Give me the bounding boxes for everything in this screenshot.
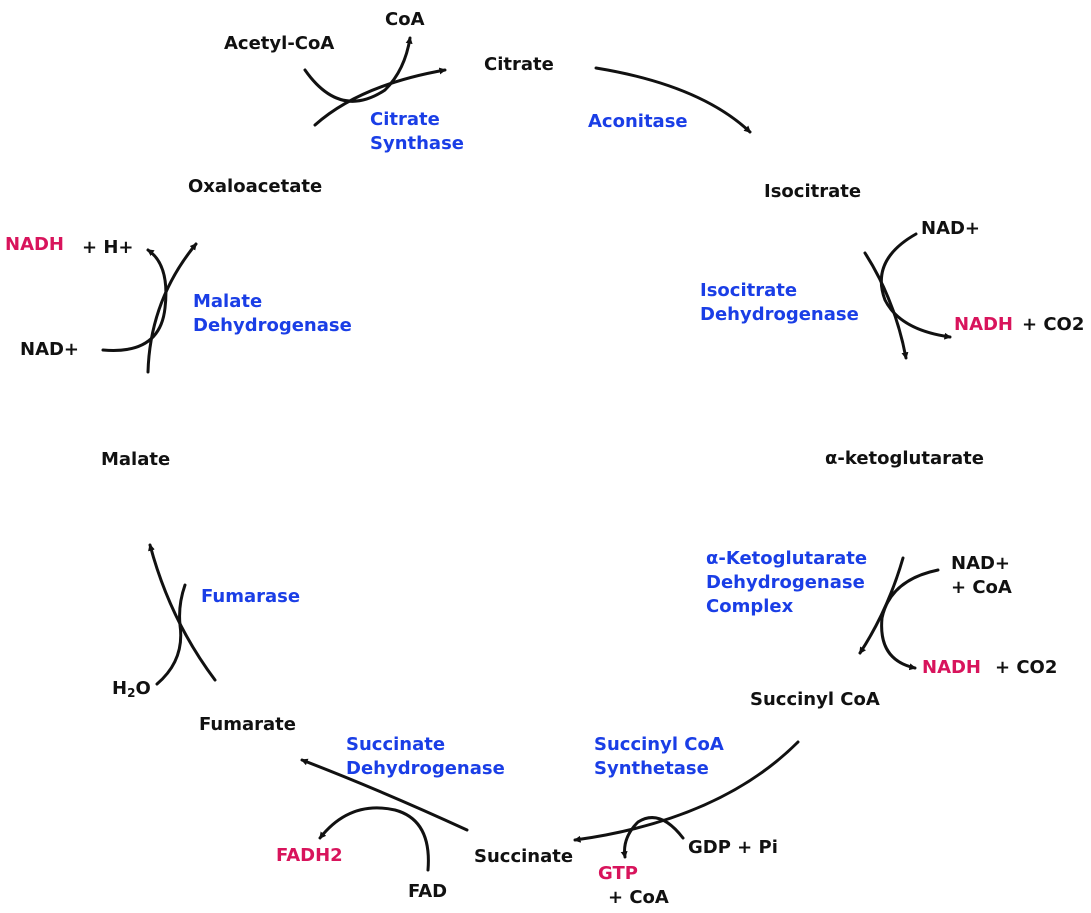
malate-dh-enzyme: Malate Dehydrogenase bbox=[193, 290, 352, 338]
scs-gtp-output: GTP bbox=[598, 863, 638, 884]
citrate-synthase-side-arrow bbox=[303, 36, 413, 103]
mdh-nad-input: NAD+ bbox=[20, 339, 80, 360]
succinyl-coa-synthetase-side-arrow bbox=[620, 816, 685, 859]
malate-dh-side-arrow bbox=[101, 248, 168, 352]
fumarase-line-1: Fumarase bbox=[201, 586, 301, 607]
mdh-h-output: + H+ bbox=[82, 237, 134, 258]
scs-gdp-input: GDP + Pi bbox=[688, 837, 778, 858]
isocitrate-dh-main-arrow bbox=[863, 251, 909, 360]
alpha-ketoglutarate-label: α-ketoglutarate bbox=[825, 448, 984, 469]
acetyl-coa-label: Acetyl-CoA bbox=[224, 33, 335, 54]
sdh-fad-input: FAD bbox=[408, 881, 448, 902]
fumarase-main-arrow bbox=[148, 543, 217, 682]
malate-dh-line-2: Dehydrogenase bbox=[193, 315, 352, 336]
aconitase-line-1: Aconitase bbox=[588, 111, 688, 132]
succinate-label: Succinate bbox=[474, 846, 574, 867]
coa-label: CoA bbox=[385, 9, 425, 30]
fumarase-side-arrow bbox=[155, 583, 187, 686]
akg-dh-line-2: Dehydrogenase bbox=[706, 572, 865, 593]
akg-dh-side-arrow bbox=[880, 568, 940, 671]
fumarase-enzyme: Fumarase bbox=[201, 585, 300, 609]
scs-coa-output: + CoA bbox=[608, 887, 669, 908]
isocitrate-dh-line-1: Isocitrate bbox=[700, 280, 798, 301]
malate-dh-main-arrow bbox=[146, 242, 198, 374]
isocitrate-dh-line-2: Dehydrogenase bbox=[700, 304, 859, 325]
isocitrate-dh-enzyme: Isocitrate Dehydrogenase bbox=[700, 279, 859, 327]
sdh-fadh2-output: FADH2 bbox=[276, 845, 343, 866]
isocitrate-dh-side-arrow bbox=[879, 232, 952, 340]
aconitase-arrow bbox=[594, 66, 752, 134]
akg-dh-co2-output: + CO2 bbox=[995, 657, 1058, 678]
akg-dh-enzyme: α-Ketoglutarate Dehydrogenase Complex bbox=[706, 547, 867, 619]
isocitrate-label: Isocitrate bbox=[764, 181, 862, 202]
isocitrate-dh-co2-output: + CO2 bbox=[1022, 314, 1085, 335]
succinyl-coa-label: Succinyl CoA bbox=[750, 689, 880, 710]
isocitrate-dh-nad-input: NAD+ bbox=[921, 218, 981, 239]
succinate-dh-side-arrow bbox=[318, 806, 430, 872]
akg-dh-nad-input: NAD+ bbox=[951, 553, 1011, 574]
succinyl-coa-synthetase-line-1: Succinyl CoA bbox=[594, 734, 724, 755]
succinate-dh-line-1: Succinate bbox=[346, 734, 446, 755]
citrate-synthase-enzyme: Citrate Synthase bbox=[370, 108, 464, 156]
isocitrate-dh-nadh-output: NADH bbox=[954, 314, 1014, 335]
citrate-synthase-line-1: Citrate bbox=[370, 109, 440, 130]
malate-label: Malate bbox=[101, 449, 171, 470]
aconitase-enzyme: Aconitase bbox=[588, 110, 688, 134]
succinyl-coa-synthetase-line-2: Synthetase bbox=[594, 758, 709, 779]
succinyl-coa-synthetase-enzyme: Succinyl CoA Synthetase bbox=[594, 733, 724, 781]
fumarate-label: Fumarate bbox=[199, 714, 296, 735]
fumarase-water-input: H2O bbox=[112, 678, 151, 700]
succinate-dh-enzyme: Succinate Dehydrogenase bbox=[346, 733, 505, 781]
succinate-dh-main-arrow bbox=[300, 758, 469, 832]
citrate-label: Citrate bbox=[484, 54, 554, 75]
citrate-synthase-line-2: Synthase bbox=[370, 133, 464, 154]
akg-dh-line-1: α-Ketoglutarate bbox=[706, 548, 868, 569]
malate-dh-line-1: Malate bbox=[193, 291, 263, 312]
succinyl-coa-synthetase-main-arrow bbox=[573, 740, 800, 843]
mdh-nadh-output: NADH bbox=[5, 234, 65, 255]
akg-dh-line-3: Complex bbox=[706, 596, 794, 617]
succinate-dh-line-2: Dehydrogenase bbox=[346, 758, 505, 779]
akg-dh-coa-input: + CoA bbox=[951, 577, 1012, 598]
citrate-synthase-main-arrow bbox=[313, 67, 447, 127]
akg-dh-nadh-output: NADH bbox=[922, 657, 982, 678]
oxaloacetate-label: Oxaloacetate bbox=[188, 176, 323, 197]
